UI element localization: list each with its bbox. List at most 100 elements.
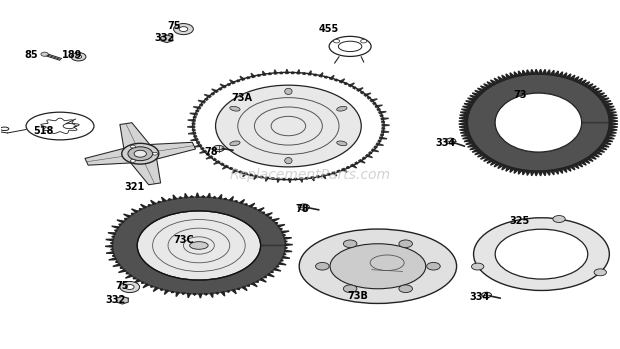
Text: 189: 189 <box>62 50 82 60</box>
Polygon shape <box>490 80 497 85</box>
Circle shape <box>125 284 134 289</box>
Circle shape <box>213 146 224 152</box>
Polygon shape <box>205 99 208 100</box>
Ellipse shape <box>337 141 347 146</box>
Polygon shape <box>604 139 613 142</box>
Polygon shape <box>169 199 171 200</box>
Polygon shape <box>598 146 607 150</box>
Polygon shape <box>200 104 203 106</box>
Polygon shape <box>206 156 213 159</box>
Polygon shape <box>459 125 468 128</box>
Polygon shape <box>475 90 483 95</box>
Polygon shape <box>459 114 468 117</box>
Polygon shape <box>580 80 587 85</box>
Polygon shape <box>223 165 228 169</box>
Polygon shape <box>477 153 485 157</box>
Polygon shape <box>562 168 567 172</box>
Text: 332: 332 <box>105 295 126 305</box>
Polygon shape <box>514 168 519 173</box>
Polygon shape <box>161 35 173 43</box>
Polygon shape <box>523 70 526 75</box>
Polygon shape <box>467 143 476 147</box>
Polygon shape <box>119 224 122 225</box>
Polygon shape <box>282 257 290 258</box>
Polygon shape <box>188 294 190 298</box>
Polygon shape <box>280 228 282 230</box>
Polygon shape <box>498 164 504 169</box>
Polygon shape <box>265 177 268 181</box>
Polygon shape <box>286 69 288 73</box>
Polygon shape <box>251 73 255 77</box>
Polygon shape <box>141 204 146 208</box>
Polygon shape <box>280 72 283 74</box>
Polygon shape <box>117 296 128 304</box>
Polygon shape <box>206 153 210 155</box>
Polygon shape <box>284 238 291 239</box>
Polygon shape <box>272 178 274 180</box>
Polygon shape <box>510 168 515 172</box>
Polygon shape <box>112 255 115 257</box>
Polygon shape <box>463 136 471 139</box>
Polygon shape <box>192 123 195 125</box>
Circle shape <box>553 216 565 222</box>
Polygon shape <box>242 173 247 177</box>
Polygon shape <box>283 179 286 180</box>
Polygon shape <box>108 258 116 260</box>
Polygon shape <box>193 107 201 109</box>
Polygon shape <box>260 279 267 282</box>
Polygon shape <box>176 292 179 297</box>
Polygon shape <box>461 133 470 136</box>
Text: 75: 75 <box>167 21 181 31</box>
Polygon shape <box>381 118 389 120</box>
Polygon shape <box>374 146 377 148</box>
Polygon shape <box>285 241 287 242</box>
Polygon shape <box>283 235 286 236</box>
Polygon shape <box>263 71 266 75</box>
Circle shape <box>594 269 606 276</box>
Polygon shape <box>459 128 468 131</box>
Polygon shape <box>131 213 134 215</box>
Polygon shape <box>605 106 614 109</box>
Polygon shape <box>250 174 252 176</box>
Polygon shape <box>609 122 618 125</box>
Polygon shape <box>277 178 280 183</box>
Polygon shape <box>466 141 474 144</box>
Polygon shape <box>534 69 538 74</box>
Polygon shape <box>237 80 240 82</box>
Text: 78: 78 <box>296 204 309 214</box>
Polygon shape <box>551 170 554 175</box>
Polygon shape <box>279 262 286 265</box>
Text: 73B: 73B <box>348 291 368 302</box>
Polygon shape <box>125 275 132 278</box>
Polygon shape <box>542 69 546 74</box>
Polygon shape <box>554 169 558 174</box>
Polygon shape <box>232 169 237 173</box>
Polygon shape <box>460 131 469 133</box>
Text: 73A: 73A <box>232 93 252 103</box>
Polygon shape <box>606 133 616 136</box>
Ellipse shape <box>190 242 208 249</box>
Polygon shape <box>297 69 299 74</box>
Circle shape <box>334 39 340 43</box>
Polygon shape <box>608 128 618 131</box>
Polygon shape <box>229 80 235 84</box>
Polygon shape <box>112 226 119 228</box>
Polygon shape <box>494 78 500 83</box>
Polygon shape <box>141 282 144 283</box>
Text: 73C: 73C <box>173 235 194 245</box>
Polygon shape <box>355 162 358 164</box>
Polygon shape <box>569 75 575 80</box>
Ellipse shape <box>495 229 588 279</box>
Polygon shape <box>381 134 384 135</box>
Polygon shape <box>118 270 125 273</box>
Polygon shape <box>256 281 259 282</box>
Text: 321: 321 <box>124 181 144 192</box>
Polygon shape <box>531 171 534 176</box>
Polygon shape <box>588 155 596 159</box>
Circle shape <box>130 159 135 162</box>
Polygon shape <box>484 84 491 88</box>
Polygon shape <box>228 84 231 86</box>
Polygon shape <box>120 267 123 268</box>
Polygon shape <box>134 280 140 283</box>
Circle shape <box>316 262 329 270</box>
